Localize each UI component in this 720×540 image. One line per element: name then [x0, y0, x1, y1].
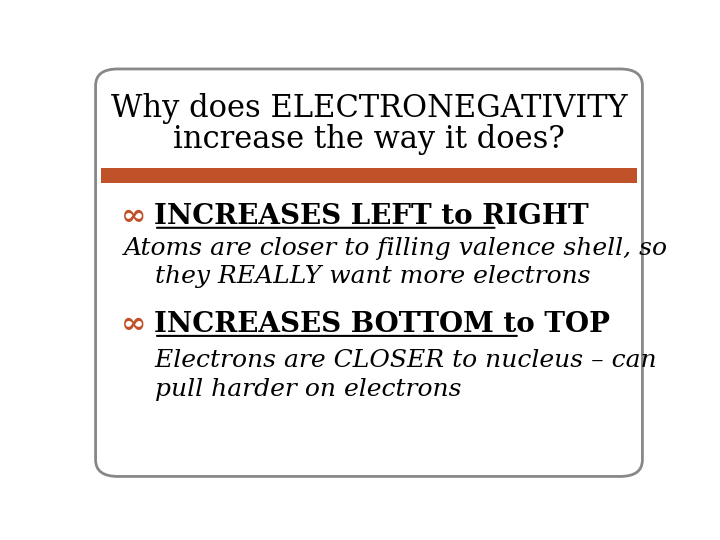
- Text: increase the way it does?: increase the way it does?: [173, 124, 565, 155]
- Text: Atoms are closer to filling valence shell, so: Atoms are closer to filling valence shel…: [124, 237, 667, 260]
- Text: ∞: ∞: [121, 201, 146, 232]
- Text: INCREASES LEFT to RIGHT: INCREASES LEFT to RIGHT: [154, 203, 589, 230]
- Text: Electrons are CLOSER to nucleus – can: Electrons are CLOSER to nucleus – can: [124, 348, 657, 372]
- Text: Why does ELECTRONEGATIVITY: Why does ELECTRONEGATIVITY: [111, 93, 627, 124]
- Text: INCREASES BOTTOM to TOP: INCREASES BOTTOM to TOP: [154, 311, 610, 338]
- Text: ∞: ∞: [121, 309, 146, 340]
- Bar: [101, 167, 636, 183]
- FancyBboxPatch shape: [96, 69, 642, 476]
- Text: pull harder on electrons: pull harder on electrons: [124, 377, 462, 401]
- Text: they REALLY want more electrons: they REALLY want more electrons: [124, 265, 591, 288]
